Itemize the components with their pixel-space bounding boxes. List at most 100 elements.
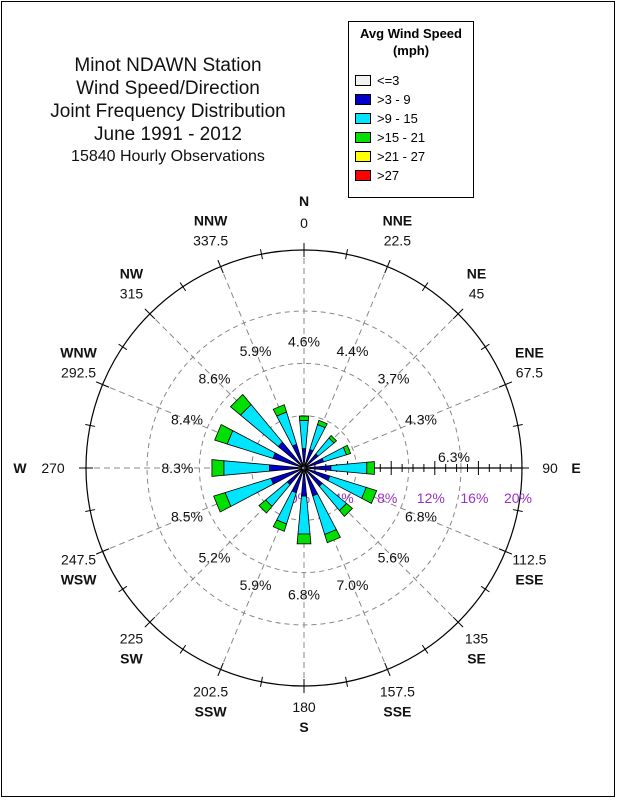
direction-degree-wsw: 247.5 [61,551,96,567]
outer-tick [118,343,128,351]
legend-item: >9 - 15 [355,110,418,126]
outer-tick [260,676,263,687]
direction-label-wnw: WNW [60,345,97,361]
wind-bar-sw-bin-3 [258,499,273,514]
outer-tick [217,662,224,677]
legend-item: >15 - 21 [355,129,425,145]
wind-bar-e-bin-3 [366,461,375,475]
wind-bar-n-bin-2 [299,420,309,450]
outer-tick [512,509,523,512]
direction-label-ene: ENE [515,345,544,361]
direction-percentage-s: 6.8% [288,587,320,603]
legend-swatch [355,74,371,86]
wind-bar-wnw-bin-3 [214,423,234,445]
legend-label: >27 [377,167,400,183]
radial-scale-label: 8% [377,490,397,506]
outer-tick [179,644,187,654]
wind-bar-s-bin-3 [296,533,312,545]
direction-degree-e: 90 [542,460,558,476]
direction-label-s: S [299,719,308,735]
title-line-3: Joint Frequency Distribution [50,101,286,122]
direction-percentage-n: 4.6% [288,333,320,349]
wind-bar-nw-bin-3 [229,393,252,416]
wind-bar-n-bin-3 [298,415,310,421]
direction-label-wsw: WSW [61,571,98,587]
direction-degree-ene: 67.5 [516,365,543,381]
wind-bar-ene-bin-3 [342,444,352,456]
legend: Avg Wind Speed (mph) <=3 >3 - 9 >9 - 15 … [348,21,474,198]
legend-swatch [355,112,371,124]
direction-degree-s: 180 [292,699,316,715]
direction-percentage-nne: 4.4% [337,343,369,359]
outer-tick [384,259,391,274]
direction-percentage-wsw: 8.5% [171,508,203,524]
title-line-1: Minot NDAWN Station [74,55,262,76]
legend-label: >15 - 21 [377,129,426,145]
wind-bar-sse-bin-3 [324,529,341,544]
outer-tick [144,616,156,628]
outer-tick [85,424,96,427]
direction-degree-se: 135 [465,631,489,647]
direction-label-nne: NNE [383,213,413,229]
outer-tick [95,381,110,388]
outer-tick [498,381,513,388]
wind-bar-wsw-bin-3 [213,492,232,513]
direction-percentage-ssw: 5.9% [240,577,272,593]
direction-degree-ssw: 202.5 [193,683,228,699]
direction-label-n: N [299,193,309,209]
chart-title: Minot NDAWN Station Wind Speed/Direction… [18,54,318,146]
direction-percentage-w: 8.3% [161,460,193,476]
outer-tick [421,282,429,292]
outer-tick [421,644,429,654]
direction-label-e: E [571,460,580,476]
wind-bar-ne-bin-3 [328,434,338,444]
wind-bar-ssw-bin-3 [272,519,288,532]
outer-tick [498,548,513,555]
outer-tick [384,662,391,677]
radial-scale-label: 20% [504,490,532,506]
outer-tick [480,585,490,593]
legend-title-line-2: (mph) [392,43,430,58]
direction-percentage-wnw: 8.4% [171,412,203,428]
legend-swatch [355,93,371,105]
direction-label-ese: ESE [515,571,543,587]
outer-tick [345,676,348,687]
direction-percentage-ne: 3.7% [378,370,410,386]
observation-count: 15840 Hourly Observations [71,148,265,165]
legend-item: >21 - 27 [355,148,425,164]
wind-bar-se-bin-3 [338,502,354,518]
direction-label-se: SE [467,651,486,667]
legend-swatch [355,150,371,162]
title-line-4: June 1991 - 2012 [94,124,242,145]
direction-label-nnw: NNW [194,213,228,229]
legend-title: Avg Wind Speed (mph) [349,25,473,59]
direction-degree-n: 0 [300,215,308,231]
direction-degree-w: 270 [41,460,65,476]
wind-bar-nnw-bin-3 [272,404,288,417]
outer-tick [260,249,263,260]
legend-label: >21 - 27 [377,148,426,164]
direction-percentage-ene: 4.3% [405,412,437,428]
outer-tick [95,548,110,555]
direction-percentage-se: 5.6% [378,550,410,566]
direction-degree-nne: 22.5 [384,233,411,249]
wind-bar-nne-bin-3 [317,419,328,429]
radial-scale-label: 12% [417,490,445,506]
direction-label-ssw: SSW [195,703,228,719]
direction-degree-nw: 315 [120,285,144,301]
direction-percentage-sse: 7.0% [337,577,369,593]
direction-label-nw: NW [120,265,144,281]
direction-degree-ese: 112.5 [512,551,546,567]
wind-bar-ese-bin-3 [361,486,378,504]
direction-percentage-sw: 5.2% [198,550,230,566]
direction-percentage-nw: 8.6% [198,370,230,386]
wind-bar-w-bin-2 [223,460,270,476]
radial-scale-label: 16% [460,490,488,506]
direction-percentage-ese: 6.8% [405,508,437,524]
outer-tick [452,616,464,628]
outer-tick [85,509,96,512]
outer-tick [118,585,128,593]
direction-degree-ne: 45 [469,285,485,301]
outer-tick [179,282,187,292]
